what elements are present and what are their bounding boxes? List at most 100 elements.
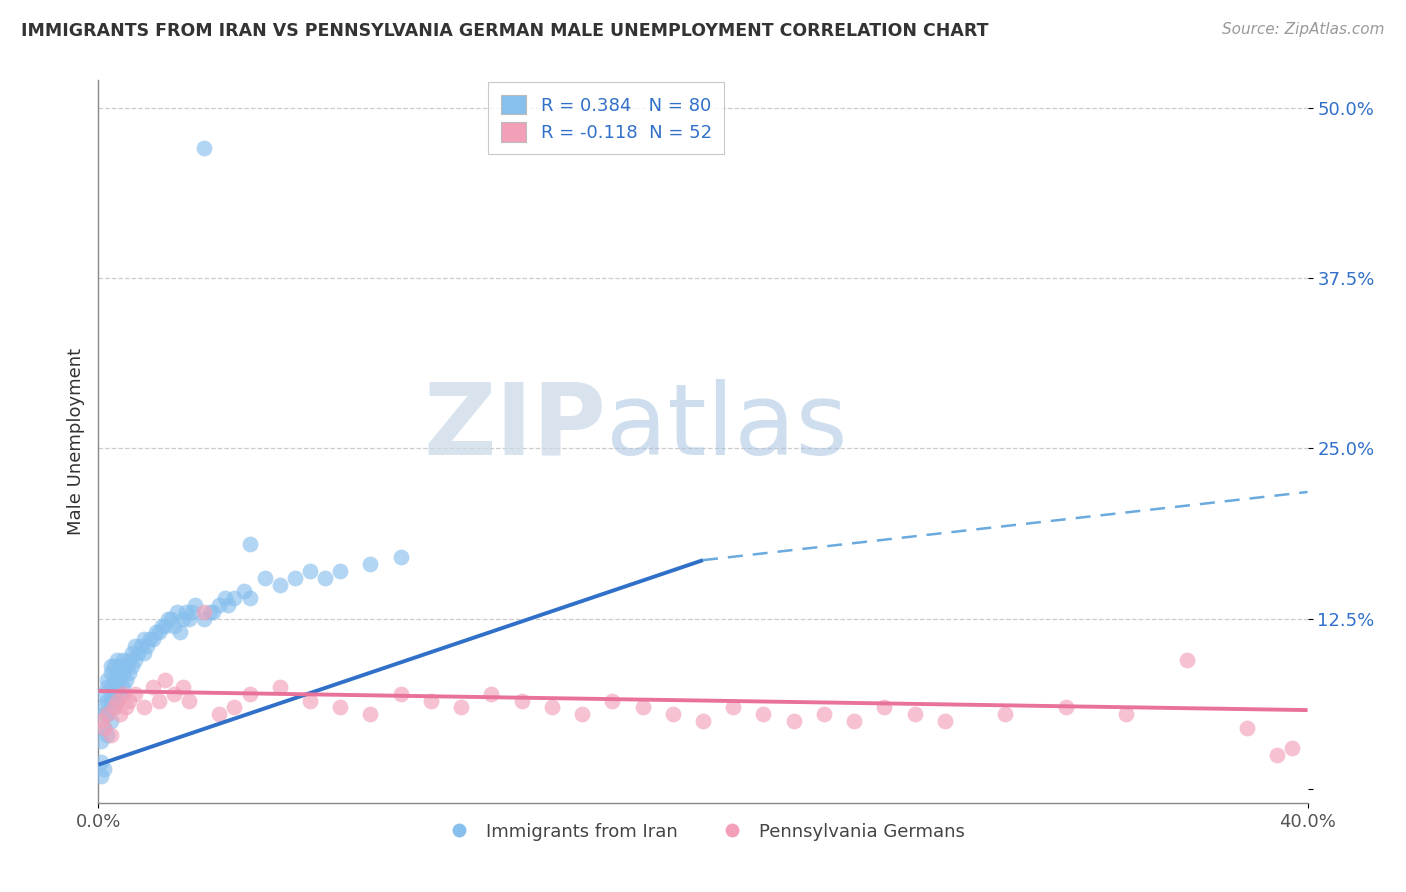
Point <box>510 693 533 707</box>
Point <box>96 707 118 722</box>
Point <box>114 700 136 714</box>
Point <box>329 564 352 578</box>
Point <box>873 700 896 714</box>
Point <box>96 728 118 742</box>
Point <box>103 687 125 701</box>
Point <box>111 666 134 681</box>
Point <box>200 605 222 619</box>
Point <box>90 768 112 782</box>
Legend: Immigrants from Iran, Pennsylvania Germans: Immigrants from Iran, Pennsylvania Germa… <box>434 815 972 848</box>
Point <box>224 591 246 606</box>
Point <box>118 653 141 667</box>
Point <box>100 666 122 681</box>
Point <box>100 659 122 673</box>
Point <box>269 680 291 694</box>
Point <box>239 537 262 551</box>
Point <box>103 673 125 687</box>
Point <box>118 666 141 681</box>
Point <box>181 605 204 619</box>
Point <box>540 700 562 714</box>
Point <box>314 571 336 585</box>
Point <box>299 693 322 707</box>
Point <box>214 591 236 606</box>
Point <box>129 639 152 653</box>
Point <box>100 714 122 728</box>
Point <box>163 687 186 701</box>
Point <box>1115 707 1137 722</box>
Point <box>299 564 322 578</box>
Point <box>174 605 197 619</box>
Point <box>179 612 201 626</box>
Point <box>139 632 162 647</box>
Point <box>105 693 128 707</box>
Point <box>481 687 503 701</box>
Point <box>90 714 112 728</box>
Point <box>360 707 382 722</box>
Point <box>692 714 714 728</box>
Point <box>103 659 125 673</box>
Point <box>114 659 136 673</box>
Text: ZIP: ZIP <box>423 378 606 475</box>
Point <box>96 693 118 707</box>
Point <box>1267 748 1289 763</box>
Point <box>723 700 745 714</box>
Point <box>132 646 155 660</box>
Point <box>450 700 472 714</box>
Point <box>163 618 186 632</box>
Point <box>904 707 927 722</box>
Point <box>166 605 188 619</box>
Point <box>100 680 122 694</box>
Point <box>121 659 143 673</box>
Point <box>184 598 207 612</box>
Point <box>105 653 128 667</box>
Point <box>111 653 134 667</box>
Point <box>132 700 155 714</box>
Point <box>160 612 183 626</box>
Point <box>111 687 134 701</box>
Point <box>844 714 866 728</box>
Point <box>105 680 128 694</box>
Point <box>124 653 146 667</box>
Point <box>153 618 176 632</box>
Point <box>232 584 254 599</box>
Point <box>169 625 191 640</box>
Point <box>156 612 179 626</box>
Point <box>208 598 231 612</box>
Point <box>389 687 412 701</box>
Point <box>217 598 239 612</box>
Point <box>239 591 262 606</box>
Point <box>172 680 194 694</box>
Point <box>389 550 412 565</box>
Point <box>571 707 593 722</box>
Point <box>224 700 246 714</box>
Point <box>602 693 624 707</box>
Text: atlas: atlas <box>606 378 848 475</box>
Point <box>108 687 131 701</box>
Point <box>111 680 134 694</box>
Point <box>118 693 141 707</box>
Point <box>93 687 115 701</box>
Point <box>148 693 170 707</box>
Point <box>93 721 115 735</box>
Point <box>103 700 125 714</box>
Point <box>239 687 262 701</box>
Text: Source: ZipAtlas.com: Source: ZipAtlas.com <box>1222 22 1385 37</box>
Point <box>135 639 157 653</box>
Y-axis label: Male Unemployment: Male Unemployment <box>66 348 84 535</box>
Point <box>150 618 173 632</box>
Point <box>208 707 231 722</box>
Point <box>145 625 167 640</box>
Point <box>284 571 307 585</box>
Point <box>93 762 115 776</box>
Point <box>329 700 352 714</box>
Point <box>360 558 382 572</box>
Point <box>114 673 136 687</box>
Point <box>193 141 215 155</box>
Point <box>93 721 115 735</box>
Point <box>661 707 683 722</box>
Point <box>93 700 115 714</box>
Point <box>124 639 146 653</box>
Point <box>108 659 131 673</box>
Point <box>108 707 131 722</box>
Point <box>193 605 215 619</box>
